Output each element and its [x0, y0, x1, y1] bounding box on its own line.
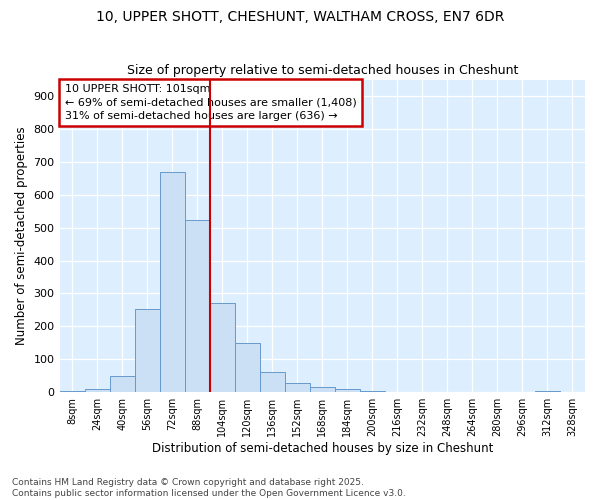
Text: Contains HM Land Registry data © Crown copyright and database right 2025.
Contai: Contains HM Land Registry data © Crown c… [12, 478, 406, 498]
Text: 10, UPPER SHOTT, CHESHUNT, WALTHAM CROSS, EN7 6DR: 10, UPPER SHOTT, CHESHUNT, WALTHAM CROSS… [96, 10, 504, 24]
Text: 10 UPPER SHOTT: 101sqm
← 69% of semi-detached houses are smaller (1,408)
31% of : 10 UPPER SHOTT: 101sqm ← 69% of semi-det… [65, 84, 356, 120]
Bar [335, 389, 360, 392]
Bar [235, 343, 260, 392]
Title: Size of property relative to semi-detached houses in Cheshunt: Size of property relative to semi-detach… [127, 64, 518, 77]
Bar [134, 308, 160, 392]
Bar [85, 389, 110, 392]
Bar [110, 376, 134, 392]
Bar [310, 388, 335, 392]
Bar [185, 220, 209, 392]
Y-axis label: Number of semi-detached properties: Number of semi-detached properties [15, 126, 28, 345]
X-axis label: Distribution of semi-detached houses by size in Cheshunt: Distribution of semi-detached houses by … [152, 442, 493, 455]
Bar [285, 383, 310, 392]
Bar [59, 390, 85, 392]
Bar [360, 391, 385, 392]
Bar [535, 391, 560, 392]
Bar [260, 372, 285, 392]
Bar [160, 172, 185, 392]
Bar [209, 304, 235, 392]
